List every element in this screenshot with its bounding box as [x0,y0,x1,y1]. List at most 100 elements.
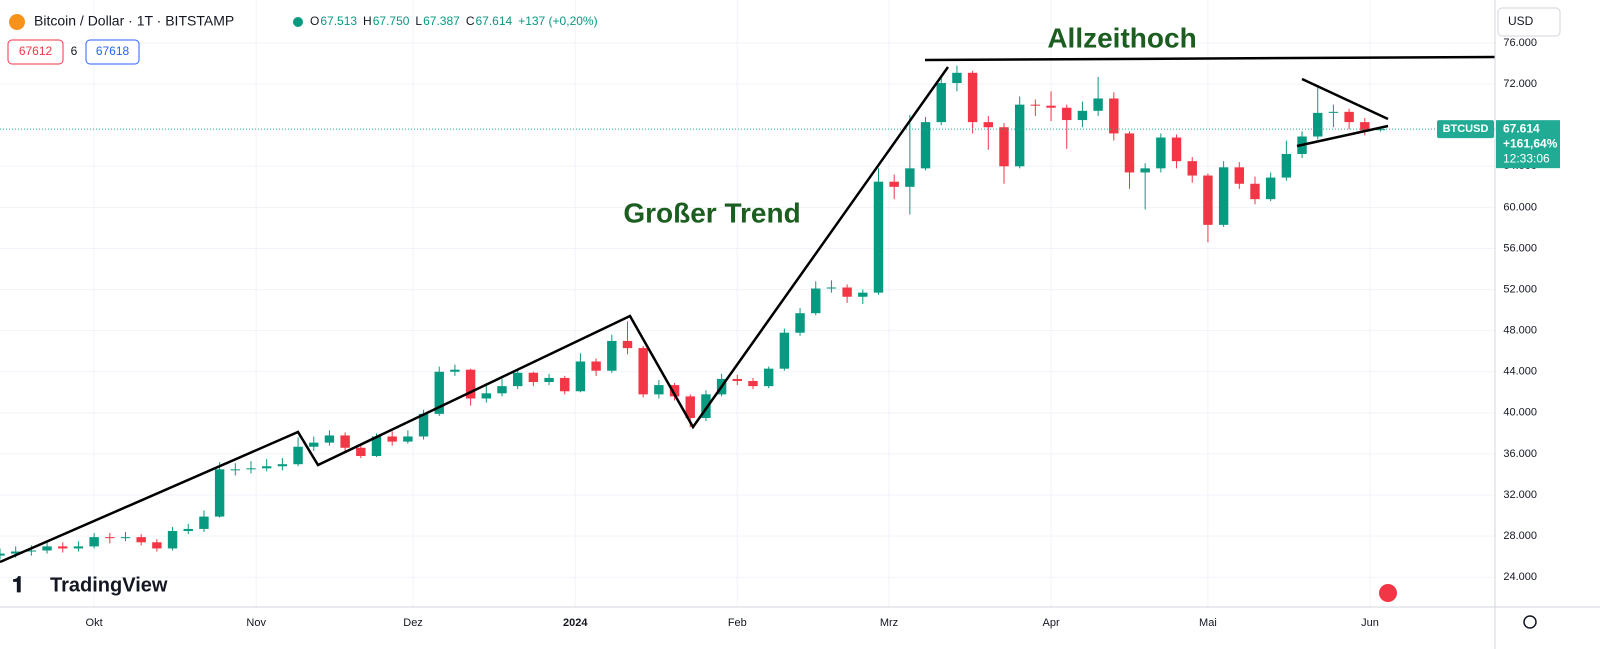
candle-body [1218,167,1229,225]
candle-body [1203,175,1213,225]
candle-body [1140,168,1150,173]
buy-price: 67618 [96,44,130,58]
candle-body [1077,110,1088,121]
candle-body [42,546,52,551]
candle-body [324,435,335,443]
y-tick-label: 24.000 [1503,571,1537,583]
ohlc-key: L [415,14,422,28]
price-tag-text: 67.614 [1503,121,1540,135]
y-tick-label: 40.000 [1503,407,1537,419]
candle-body [387,436,397,442]
candle-body [246,468,256,470]
price-axis [1495,0,1600,649]
candle-body [261,466,272,469]
candle-body [89,537,99,547]
coin-icon [9,14,25,30]
candle-body [1281,153,1292,178]
candle-body [152,542,162,549]
ath-line [924,55,1496,62]
logo-mark: 𝟏 [12,572,24,597]
candle-body [136,537,146,543]
candle-body [654,385,664,395]
ohlc-key: H [363,14,372,28]
candle-body [1375,129,1386,131]
candle-body [1030,104,1041,106]
ohlc-value: 67.387 [423,14,460,28]
candle-body [340,435,350,448]
currency-select[interactable] [1497,7,1561,37]
candle-body [748,380,758,387]
candle-body [1124,133,1135,173]
candle-body [763,368,774,387]
candle-body [497,386,507,394]
candle-body [622,340,633,349]
ohlc-change: +137 (+0,20%) [518,14,597,28]
candle-body [356,447,366,456]
candle-body [199,516,209,529]
candle-body [1156,137,1166,169]
candle-body [889,181,899,187]
spread: 6 [71,44,78,58]
triangle-line [1301,77,1389,121]
candle-body [1062,107,1072,121]
candle-body [10,551,21,554]
candle-body [183,528,193,531]
ohlc-key: C [466,14,475,28]
y-tick-label: 48.000 [1503,325,1537,337]
y-tick-label: 52.000 [1503,283,1537,295]
y-tick-label: 32.000 [1503,489,1537,501]
ohlc-value: 67.750 [373,14,410,28]
y-tick-label: 44.000 [1503,366,1537,378]
candle-body [1360,122,1370,131]
candle-body [230,469,241,471]
y-tick-label: 36.000 [1503,448,1537,460]
candle-body [685,396,695,418]
y-tick-label: 56.000 [1503,242,1537,254]
candle-body [858,292,868,297]
logo[interactable]: TradingView [50,574,168,596]
candle-body [58,546,68,549]
candle-body [999,127,1009,167]
events-icon[interactable] [1379,584,1397,602]
candle-body [167,530,178,549]
candle-body [293,446,303,465]
ohlc-value: 67.614 [475,14,512,28]
ohlc-value: 67.513 [320,14,357,28]
x-tick-label: Apr [1042,617,1059,629]
candle-body [1093,98,1103,111]
candle-body [842,287,852,297]
candle-body [418,413,429,437]
symbol-tag [1437,120,1494,139]
candle-body [779,332,790,369]
settings-icon[interactable] [1523,615,1537,629]
candle-body [105,537,115,539]
candle-body [952,72,962,84]
candle-body [560,377,570,392]
price-tag [1496,120,1560,169]
candle-body [638,348,648,395]
candle-body [1046,105,1056,108]
x-tick-label: Jun [1361,617,1379,629]
y-tick-label: 60.000 [1503,201,1537,213]
candle-body [811,288,821,314]
candle-body [544,377,554,383]
candle-body [1234,167,1245,184]
candle-body [371,436,382,456]
status-dot [293,17,303,27]
y-tick-label: 76.000 [1503,37,1537,49]
candle-body [1344,111,1354,123]
candle-body [967,72,978,123]
sell-button[interactable] [7,39,64,65]
candle-body [607,340,617,371]
candle-body [669,385,680,397]
candle-body [450,369,460,372]
candle-body [277,464,288,467]
candle-body [1187,161,1197,176]
ohlc-key: O [310,14,319,28]
x-tick-label: Okt [86,617,103,629]
buy-button[interactable] [85,39,140,65]
sell-price: 67612 [19,44,53,58]
x-tick-label: Dez [403,617,423,629]
symbol[interactable]: Bitcoin / Dollar · 1T · BITSTAMP [34,13,234,29]
x-tick-label: Mai [1199,617,1217,629]
